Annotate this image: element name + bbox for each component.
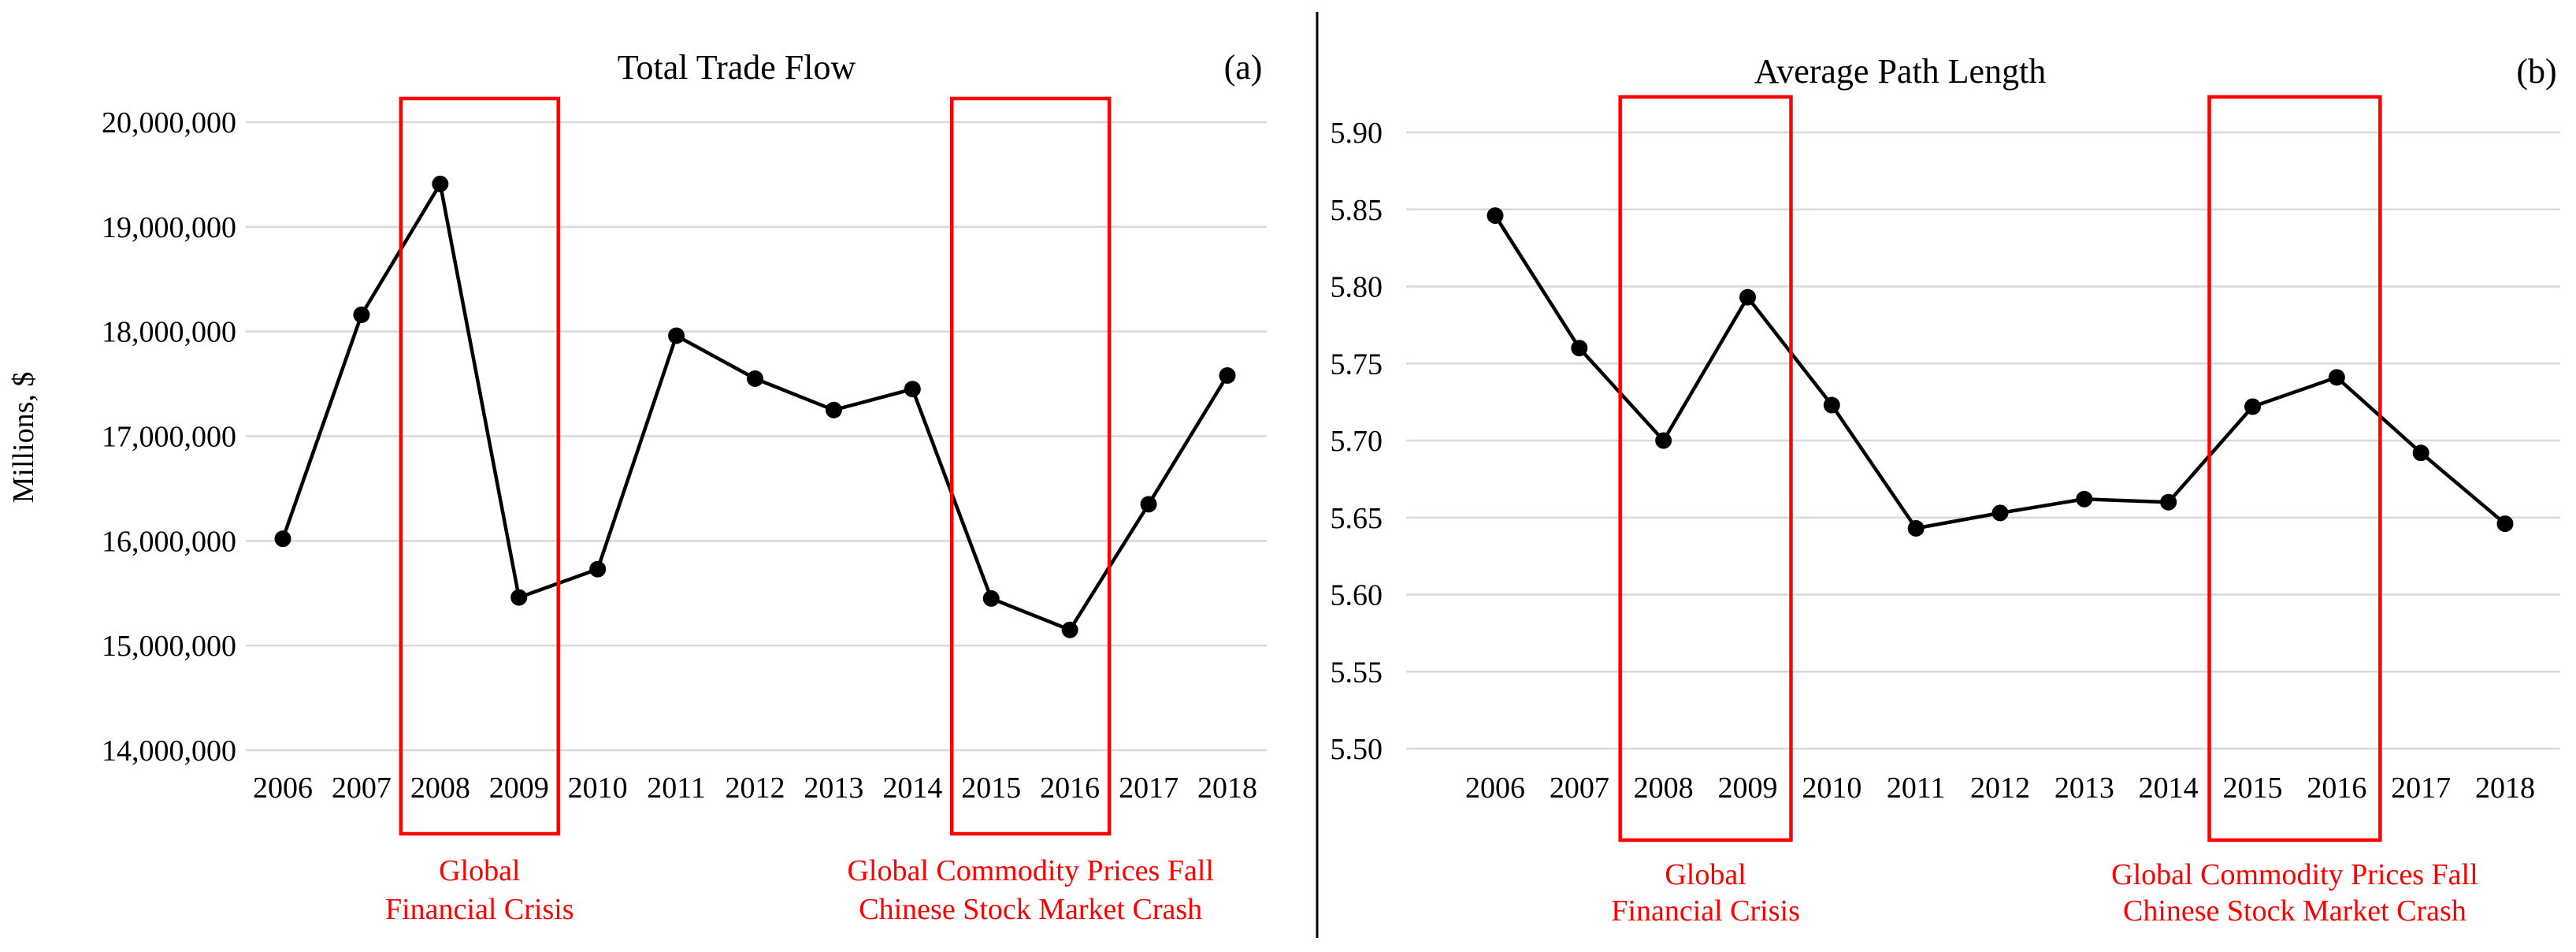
x-tick-label: 2015 <box>2223 772 2283 805</box>
x-tick-label: 2008 <box>410 772 470 805</box>
y-tick-label: 20,000,000 <box>102 106 236 139</box>
x-tick-label: 2015 <box>961 772 1021 805</box>
x-tick-label: 2017 <box>2391 772 2451 805</box>
x-tick-label: 2011 <box>1887 772 1946 805</box>
x-tick-label: 2006 <box>1465 772 1525 805</box>
y-tick-label: 16,000,000 <box>102 525 236 558</box>
data-point <box>1739 288 1756 306</box>
y-tick-label: 15,000,000 <box>102 630 236 663</box>
data-point <box>510 589 528 606</box>
highlight-box <box>399 96 561 836</box>
highlight-annotation: Global Commodity Prices Fall <box>847 854 1213 887</box>
x-tick-label: 2014 <box>882 772 942 805</box>
x-tick-label: 2012 <box>726 772 785 805</box>
y-tick-label: 14,000,000 <box>102 734 236 768</box>
data-point <box>2244 398 2261 415</box>
y-tick-label: 5.55 <box>1331 656 1383 689</box>
data-point <box>1140 496 1157 513</box>
x-tick-label: 2010 <box>568 772 628 805</box>
highlight-annotation: Global <box>439 854 520 887</box>
chart-title: Average Path Length <box>1754 52 2047 91</box>
data-point <box>1823 396 1840 414</box>
x-tick-label: 2012 <box>1970 772 2030 805</box>
data-point <box>1655 432 1672 449</box>
trade-flow-chart: 14,000,000 15,000,000 16,000,000 17,000,000… <box>7 48 1267 926</box>
y-tick-label: 5.60 <box>1331 579 1383 612</box>
data-point <box>1219 366 1236 384</box>
data-point <box>825 401 842 418</box>
series-line <box>280 179 1229 632</box>
x-tick-label: 2014 <box>2139 772 2199 805</box>
highlight-annotation: Financial Crisis <box>1611 894 1800 928</box>
y-tick-label: 5.75 <box>1331 348 1383 381</box>
x-tick-label: 2007 <box>1550 772 1609 805</box>
data-point <box>353 306 370 323</box>
highlight-annotation: Global <box>1665 858 1746 891</box>
data-point <box>1907 519 1925 537</box>
data-point <box>668 327 685 344</box>
highlight-annotation: Chinese Stock Market Crash <box>2123 894 2467 928</box>
y-tick-label: 5.65 <box>1331 502 1383 535</box>
data-point <box>1061 621 1078 638</box>
y-tick-label: 5.90 <box>1331 117 1383 150</box>
chart-title: Total Trade Flow <box>618 48 856 87</box>
data-point <box>2160 493 2177 511</box>
x-tick-label: 2016 <box>2307 772 2366 805</box>
y-tick-label: 5.70 <box>1331 425 1383 458</box>
x-tick-label: 2009 <box>489 772 549 805</box>
y-axis-label: Millions, $ <box>7 372 40 504</box>
data-point <box>2496 515 2514 533</box>
data-point <box>1487 207 1504 225</box>
data-point <box>1571 340 1588 357</box>
y-tick-label: 18,000,000 <box>102 316 236 349</box>
data-point <box>904 381 921 398</box>
x-tick-label: 2010 <box>1802 772 1861 805</box>
panel-label: (b) <box>2516 52 2556 91</box>
data-point <box>1991 504 2009 522</box>
x-tick-label: 2018 <box>1197 772 1257 805</box>
x-tick-label: 2009 <box>1718 772 1778 805</box>
path-length-chart: 5.50 5.55 5.60 5.65 5.70 5.75 5.80 5.85 5.90 2006… <box>1331 52 2560 928</box>
x-tick-label: 2013 <box>804 772 863 805</box>
data-point <box>2076 490 2093 508</box>
x-tick-label: 2016 <box>1040 772 1100 805</box>
x-tick-label: 2018 <box>2475 772 2535 805</box>
panel-label: (a) <box>1224 48 1263 87</box>
y-tick-label: 19,000,000 <box>102 211 236 244</box>
series-line <box>1494 214 2507 530</box>
y-tick-label: 17,000,000 <box>102 421 236 454</box>
x-tick-label: 2007 <box>332 772 392 805</box>
y-tick-label: 5.50 <box>1331 733 1383 766</box>
highlight-box <box>950 96 1112 836</box>
x-tick-label: 2006 <box>253 772 313 805</box>
x-tick-label: 2008 <box>1634 772 1694 805</box>
y-tick-label: 5.85 <box>1331 194 1383 227</box>
data-point <box>747 370 763 387</box>
x-tick-label: 2013 <box>2054 772 2114 805</box>
highlight-annotation: Financial Crisis <box>385 893 574 926</box>
highlight-annotation: Chinese Stock Market Crash <box>859 893 1202 926</box>
data-point <box>982 589 1000 607</box>
data-point <box>432 175 449 192</box>
y-tick-label: 5.80 <box>1331 271 1383 304</box>
highlight-box <box>2207 95 2382 842</box>
data-point <box>2412 444 2429 462</box>
data-point <box>589 560 607 578</box>
data-point <box>274 530 291 548</box>
x-tick-label: 2011 <box>647 772 706 805</box>
highlight-annotation: Global Commodity Prices Fall <box>2111 858 2478 891</box>
x-tick-label: 2017 <box>1119 772 1179 805</box>
highlight-box <box>1618 95 1793 842</box>
data-point <box>2328 369 2345 386</box>
